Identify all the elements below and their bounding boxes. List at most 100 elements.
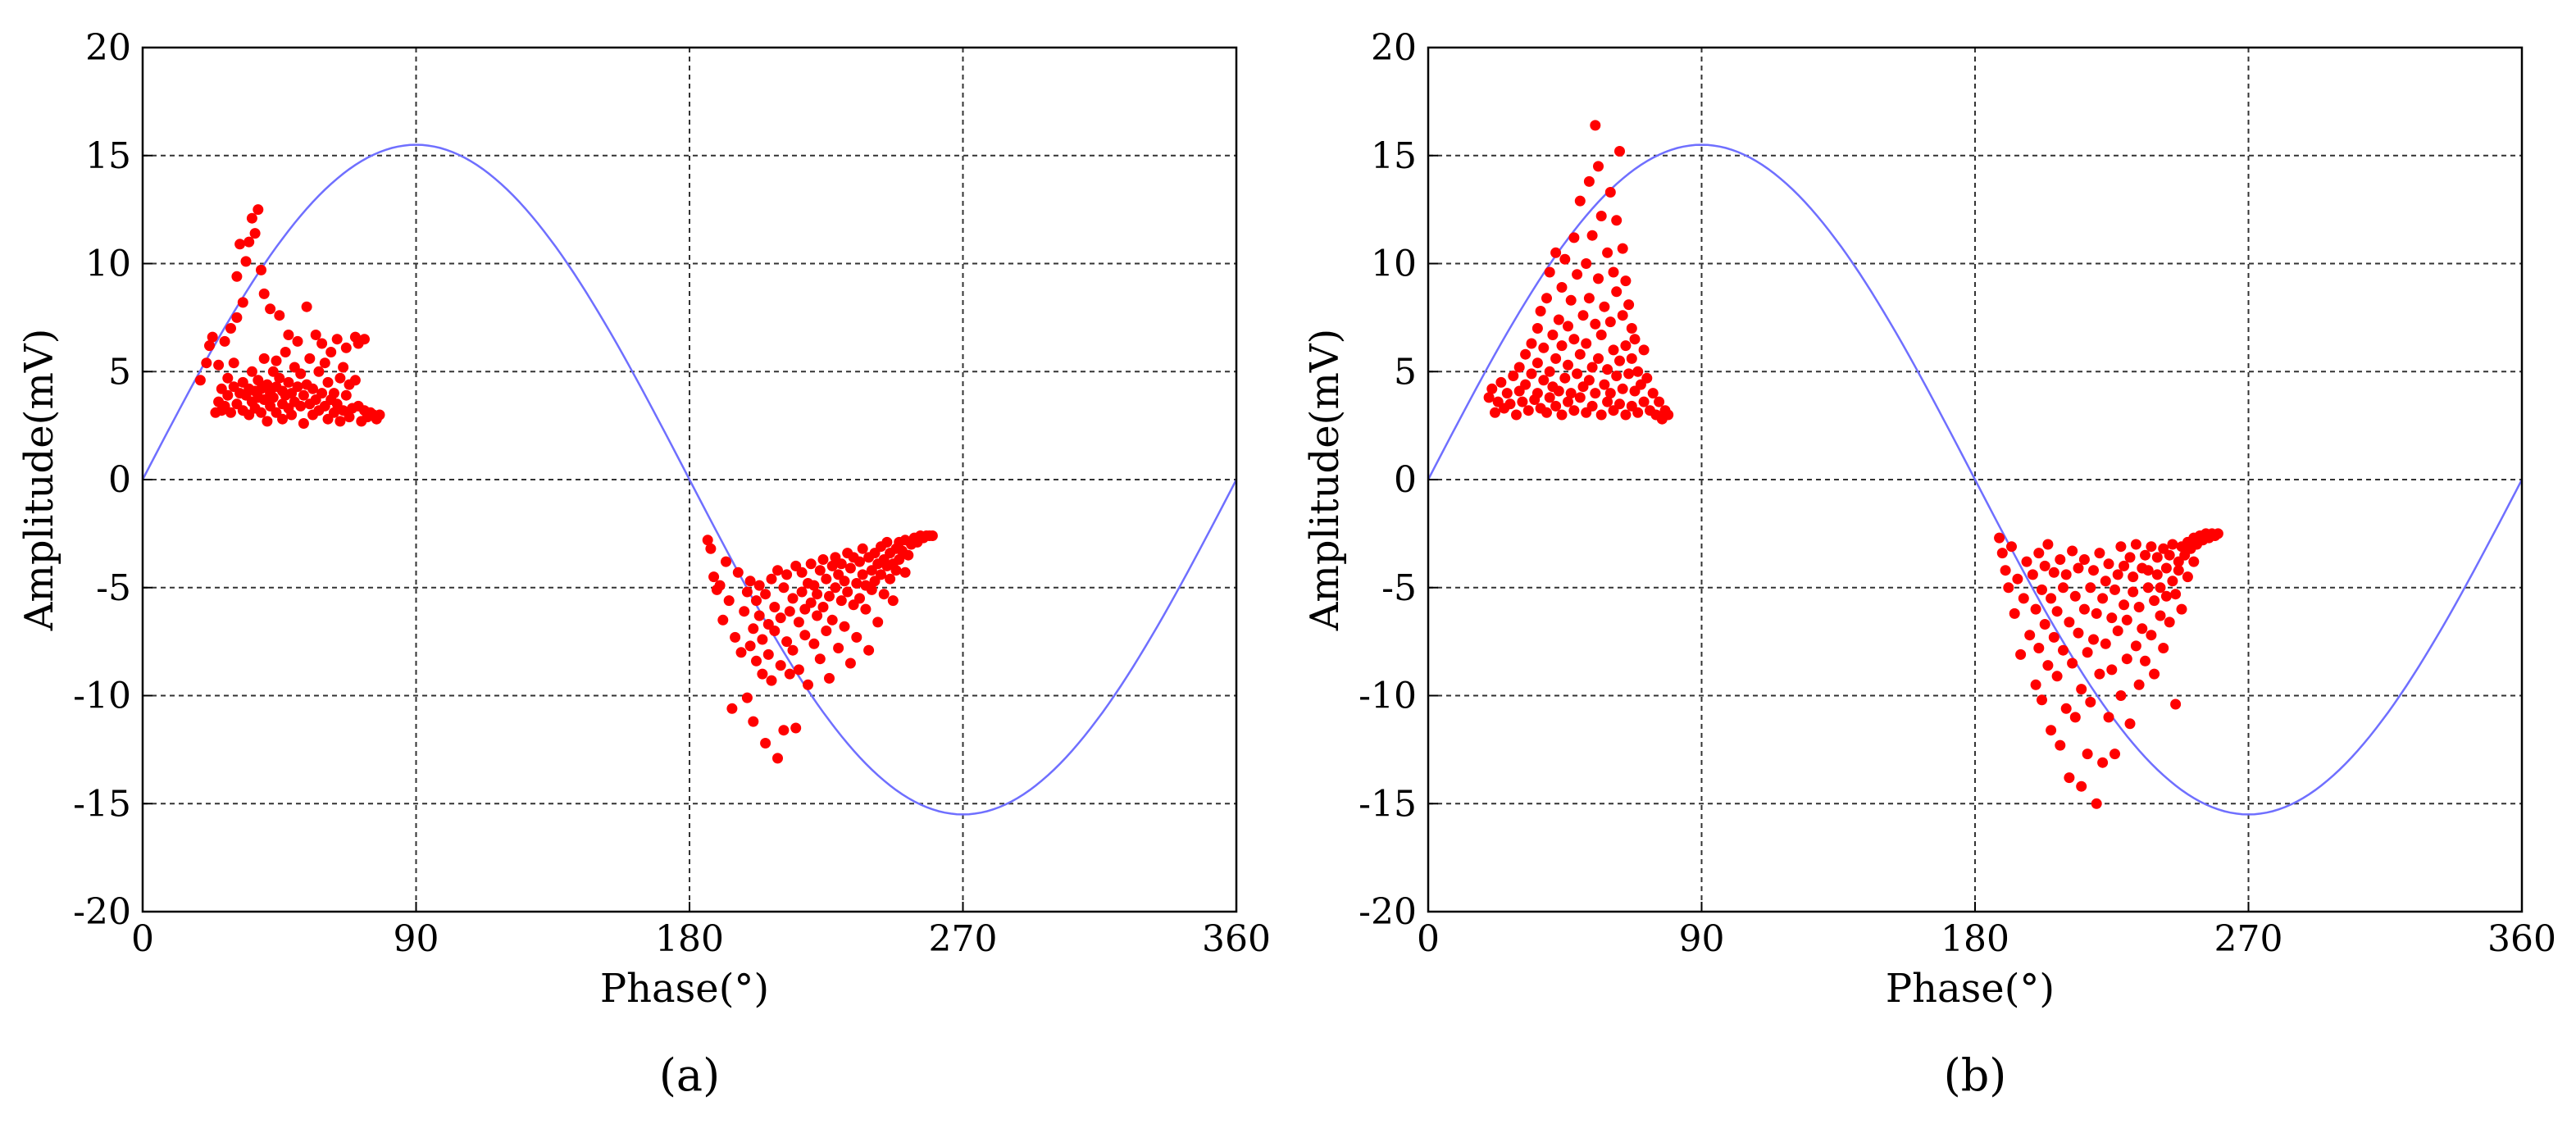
scatter-point [2115,541,2127,553]
y-tick-label: 15 [1371,135,1417,177]
scatter-point [2073,562,2084,574]
scatter-point [739,606,750,617]
scatter-point [2003,582,2014,594]
scatter-point [748,623,759,635]
scatter-point [349,375,361,386]
scatter-point [316,388,328,399]
scatter-point [335,416,346,427]
scatter-point [2173,565,2184,576]
scatter-point [1568,405,1580,416]
x-tick-label: 180 [655,918,724,960]
scatter-point [1581,258,1592,269]
scatter-point [2048,631,2059,643]
scatter-point [1550,353,1562,364]
scatter-point [772,565,783,576]
scatter-point [246,366,257,377]
scatter-point [2078,603,2090,615]
y-axis-title: Amplitude(mV) [1302,329,1348,632]
scatter-point [310,330,321,340]
scatter-point [258,353,270,364]
scatter-point [890,565,902,576]
scatter-point [1501,388,1513,399]
scatter-point [872,617,884,628]
x-axis-title: Phase(°) [1886,966,2055,1012]
scatter-point [256,264,266,275]
scatter-point [1550,247,1562,258]
scatter-point [2160,562,2172,574]
y-tick-label: -20 [1359,891,1417,933]
scatter-point [2088,634,2099,645]
scatter-point [2037,584,2047,595]
scatter-point [2042,539,2054,550]
scatter-point [267,392,279,403]
scatter-point [374,409,385,421]
scatter-point [851,631,862,643]
scatter-point [1538,375,1550,386]
scatter-point [2012,573,2023,585]
scatter-point [732,566,744,578]
scatter-point [304,353,316,364]
scatter-point [1535,306,1546,316]
scatter-point [319,357,330,369]
scatter-point [741,692,753,703]
scatter-point [2151,552,2163,563]
scatter-point [262,379,273,390]
scatter-point [1620,275,1632,287]
scatter-point [2182,571,2193,583]
scatter-point [878,589,890,600]
scatter-point [2115,690,2127,701]
scatter-point [1511,409,1522,421]
scatter-point [787,644,799,656]
scatter-point [808,580,820,591]
scatter-point [766,675,777,686]
y-tick-label: 10 [85,243,131,285]
scatter-point [1526,338,1537,349]
x-tick-label: 360 [2487,918,2556,960]
scatter-point [1583,375,1595,386]
scatter-point [1553,314,1564,325]
scatter-point [821,573,832,585]
scatter-point [817,602,829,612]
scatter-point [1626,323,1637,334]
y-tick-label: -5 [96,567,131,609]
scatter-point [821,626,832,636]
scatter-point [844,658,856,669]
scatter-point [851,578,862,589]
scatter-point [1565,294,1577,306]
scatter-point [1522,405,1534,416]
scatter-point [207,331,218,343]
scatter-point [2188,556,2200,567]
scatter-point [213,359,225,371]
scatter-point [2142,582,2154,594]
scatter-point [2170,589,2182,600]
scatter-point [735,647,747,658]
scatter-point [903,549,914,561]
scatter-point [1483,392,1495,403]
scatter-point [1541,407,1552,418]
y-tick-label: 0 [108,459,131,501]
panel-b: 0 90 180 270 360 20 15 10 5 0 -5 -10 -15 -20 Phase(°) A… [1302,27,2556,1101]
scatter-point [2094,668,2105,680]
scatter-point [1620,409,1632,421]
scatter-point [769,602,781,612]
scatter-point [1583,175,1595,187]
scatter-point [1586,400,1598,412]
scatter-point [2155,582,2166,594]
scatter-point [860,603,872,615]
scatter-point [256,407,266,418]
y-tick-label: 20 [85,27,131,69]
scatter-point [1520,348,1531,360]
scatter-point [854,593,865,604]
scatter-point [857,569,868,580]
scatter-point [1574,195,1586,207]
scatter-point [1617,383,1628,394]
scatter-point [726,703,738,714]
scatter-point [237,297,248,308]
scatter-point [2133,679,2145,690]
scatter-point [1508,371,1519,381]
scatter-point [258,288,270,299]
scatter-point [301,301,312,312]
scatter-point [2128,586,2139,598]
scatter-point [2069,590,2081,602]
scatter-point [2140,655,2150,667]
